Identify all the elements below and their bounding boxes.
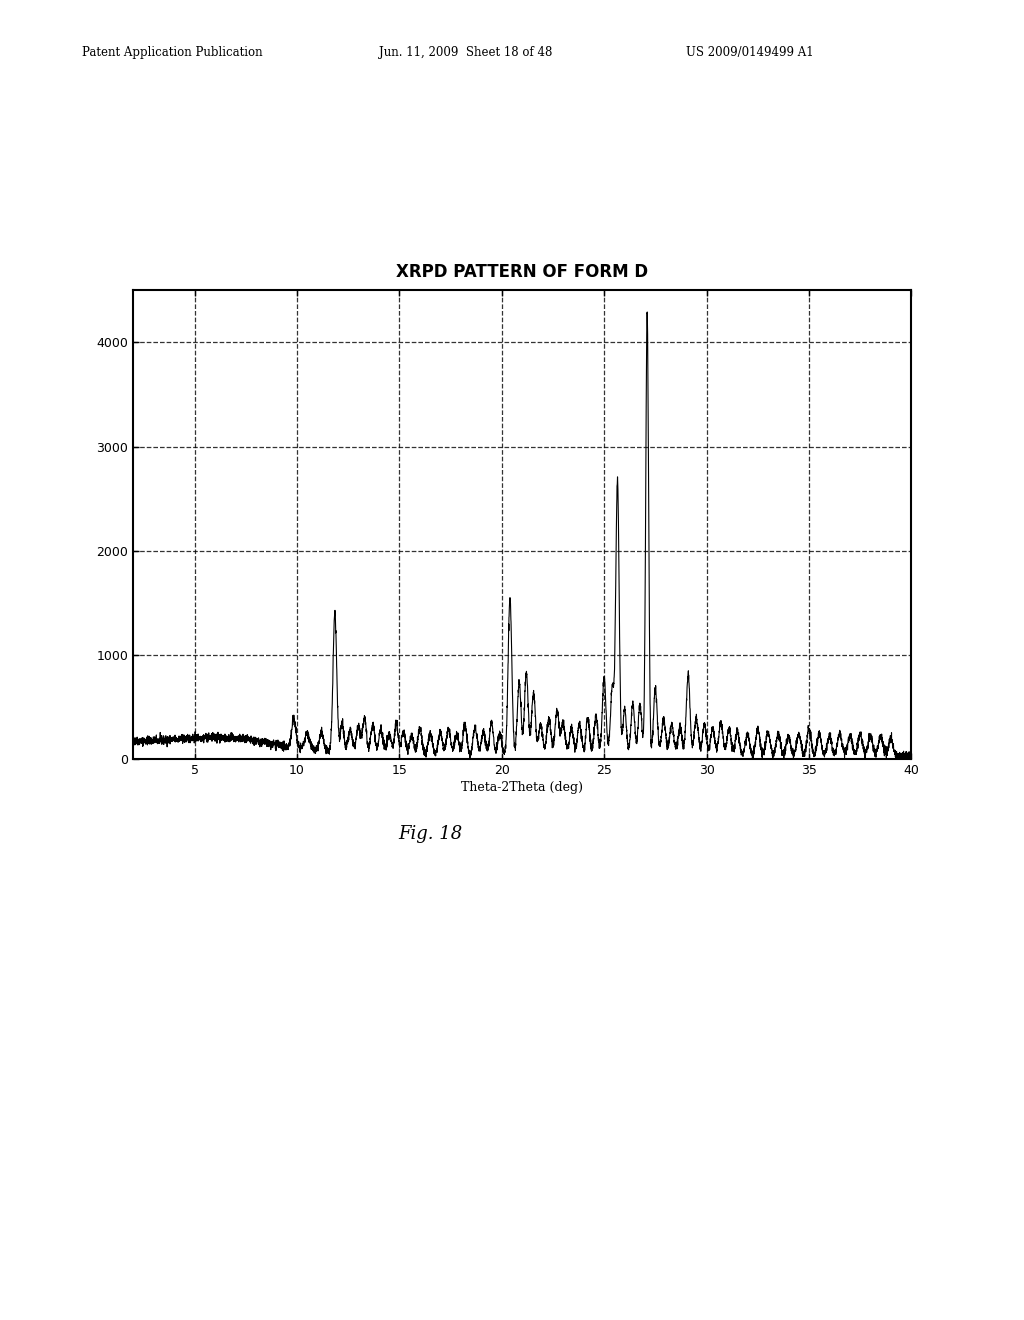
X-axis label: Theta-2Theta (deg): Theta-2Theta (deg)	[461, 781, 584, 795]
Text: US 2009/0149499 A1: US 2009/0149499 A1	[686, 46, 814, 59]
Text: Fig. 18: Fig. 18	[398, 825, 462, 843]
Text: Jun. 11, 2009  Sheet 18 of 48: Jun. 11, 2009 Sheet 18 of 48	[379, 46, 552, 59]
Text: Patent Application Publication: Patent Application Publication	[82, 46, 262, 59]
Title: XRPD PATTERN OF FORM D: XRPD PATTERN OF FORM D	[396, 263, 648, 281]
